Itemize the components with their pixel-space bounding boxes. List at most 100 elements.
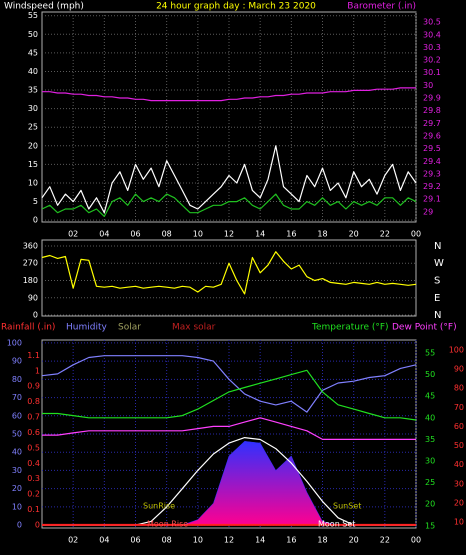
y-tick-label: 0.5 [27,443,40,452]
y-tick-label: 0.2 [27,490,40,499]
legend-humidity: Humidity [66,323,107,333]
y-tick-label: S [434,275,440,286]
legend-solar: Solar [118,323,141,333]
series-line [41,355,417,413]
y-tick-label: 0 [17,521,22,530]
y-tick-label: 0.6 [27,428,40,437]
y-tick-label: 100 [449,345,464,354]
x-tick-label: 08 [162,536,172,545]
y-tick-label: 10 [12,502,22,511]
y-tick-label: 29.7 [423,119,441,128]
x-tick-label: 12 [224,230,234,239]
x-tick-label: 02 [68,536,78,545]
x-tick-label: 04 [99,536,109,545]
plot-area [41,239,417,317]
y-tick-label: 35 [425,435,435,444]
annotation-moon-rise: Moon Rise [147,520,188,529]
y-tick-label: 30 [28,104,38,113]
x-tick-label: 06 [130,536,140,545]
y-tick-label: N [434,241,441,252]
y-tick-label: 40 [454,460,464,469]
y-tick-label: 0 [33,216,38,225]
series-line [41,145,417,214]
chart-title: 24 hour graph day : March 23 2020 [156,2,316,12]
y-tick-label: 50 [12,430,22,439]
y-tick-label: 40 [28,67,38,76]
y-tick-label: 90 [28,293,38,302]
y-tick-label: 29.2 [423,182,441,191]
barometer-axis-label: Barometer (.in) [347,2,416,12]
x-tick-label: 20 [349,536,359,545]
y-tick-label: 55 [28,11,38,20]
y-tick-label: 80 [454,384,464,393]
y-tick-label: 50 [425,370,435,379]
y-tick-label: 25 [28,123,38,132]
y-tick-label: 0.7 [27,413,40,422]
y-tick-label: 50 [28,30,38,39]
y-tick-label: 40 [12,448,22,457]
y-tick-label: 70 [12,393,22,402]
y-tick-label: 45 [425,392,435,401]
y-tick-label: 29.3 [423,169,441,178]
series-line [41,193,417,217]
y-tick-label: 40 [425,413,435,422]
y-tick-label: 0.3 [27,474,40,483]
y-tick-label: 0.4 [27,459,40,468]
y-tick-label: 360 [23,241,38,250]
series-line [42,87,416,102]
x-tick-label: 16 [286,536,296,545]
x-tick-label: 00 [411,230,421,239]
x-tick-label: 14 [255,230,265,239]
x-tick-label: 14 [255,536,265,545]
series-line [42,369,417,421]
y-tick-label: 70 [454,403,464,412]
y-tick-label: 50 [454,441,464,450]
x-tick-label: 18 [317,536,327,545]
y-tick-label: 29.5 [423,144,441,153]
y-tick-label: 60 [12,411,22,420]
y-tick-label: 29.1 [423,195,441,204]
legend-temperature: Temperature (°F) [311,323,389,333]
y-tick-label: 29.6 [423,131,441,140]
y-tick-label: 30 [454,479,464,488]
x-tick-label: 22 [380,230,390,239]
legend-rainfall: Rainfall (.in) [1,323,55,333]
x-tick-label: 04 [99,230,109,239]
y-tick-label: 10 [454,518,464,527]
y-tick-label: 90 [454,365,464,374]
y-tick-label: 20 [454,498,464,507]
y-tick-label: 1.1 [27,351,40,360]
y-tick-label: 25 [425,478,435,487]
y-tick-label: 10 [28,178,38,187]
y-tick-label: 20 [425,500,435,509]
y-tick-label: 5 [33,197,38,206]
y-tick-label: 29.8 [423,106,441,115]
y-tick-label: E [434,293,440,304]
x-tick-label: 20 [349,230,359,239]
x-tick-label: 00 [411,536,421,545]
y-tick-label: 35 [28,86,38,95]
legend-dew-point: Dew Point (°F) [392,323,457,333]
y-tick-label: 0 [33,311,38,320]
panels: 05101520253035404550552929.129.229.329.4… [7,11,464,544]
y-tick-label: N [434,310,441,321]
y-tick-label: 20 [28,141,38,150]
x-tick-label: 02 [68,230,78,239]
x-tick-label: 16 [286,230,296,239]
y-tick-label: 30.1 [423,68,441,77]
legend-max-solar: Max solar [172,323,216,333]
y-tick-label: 270 [23,259,38,268]
y-tick-label: 30.2 [423,56,441,65]
x-tick-label: 10 [193,536,203,545]
y-tick-label: 0.8 [27,397,40,406]
x-tick-label: 22 [380,536,390,545]
y-tick-label: 29.9 [423,94,441,103]
annotation-sunrise: SunRise [143,502,175,511]
annotation-sunset: SunSet [333,502,361,511]
y-tick-label: 30.4 [423,30,441,39]
y-tick-label: 45 [28,48,38,57]
y-tick-label: 0.9 [27,382,40,391]
y-tick-label: 100 [7,338,22,347]
y-tick-label: 30 [425,457,435,466]
y-tick-label: 30 [423,81,433,90]
